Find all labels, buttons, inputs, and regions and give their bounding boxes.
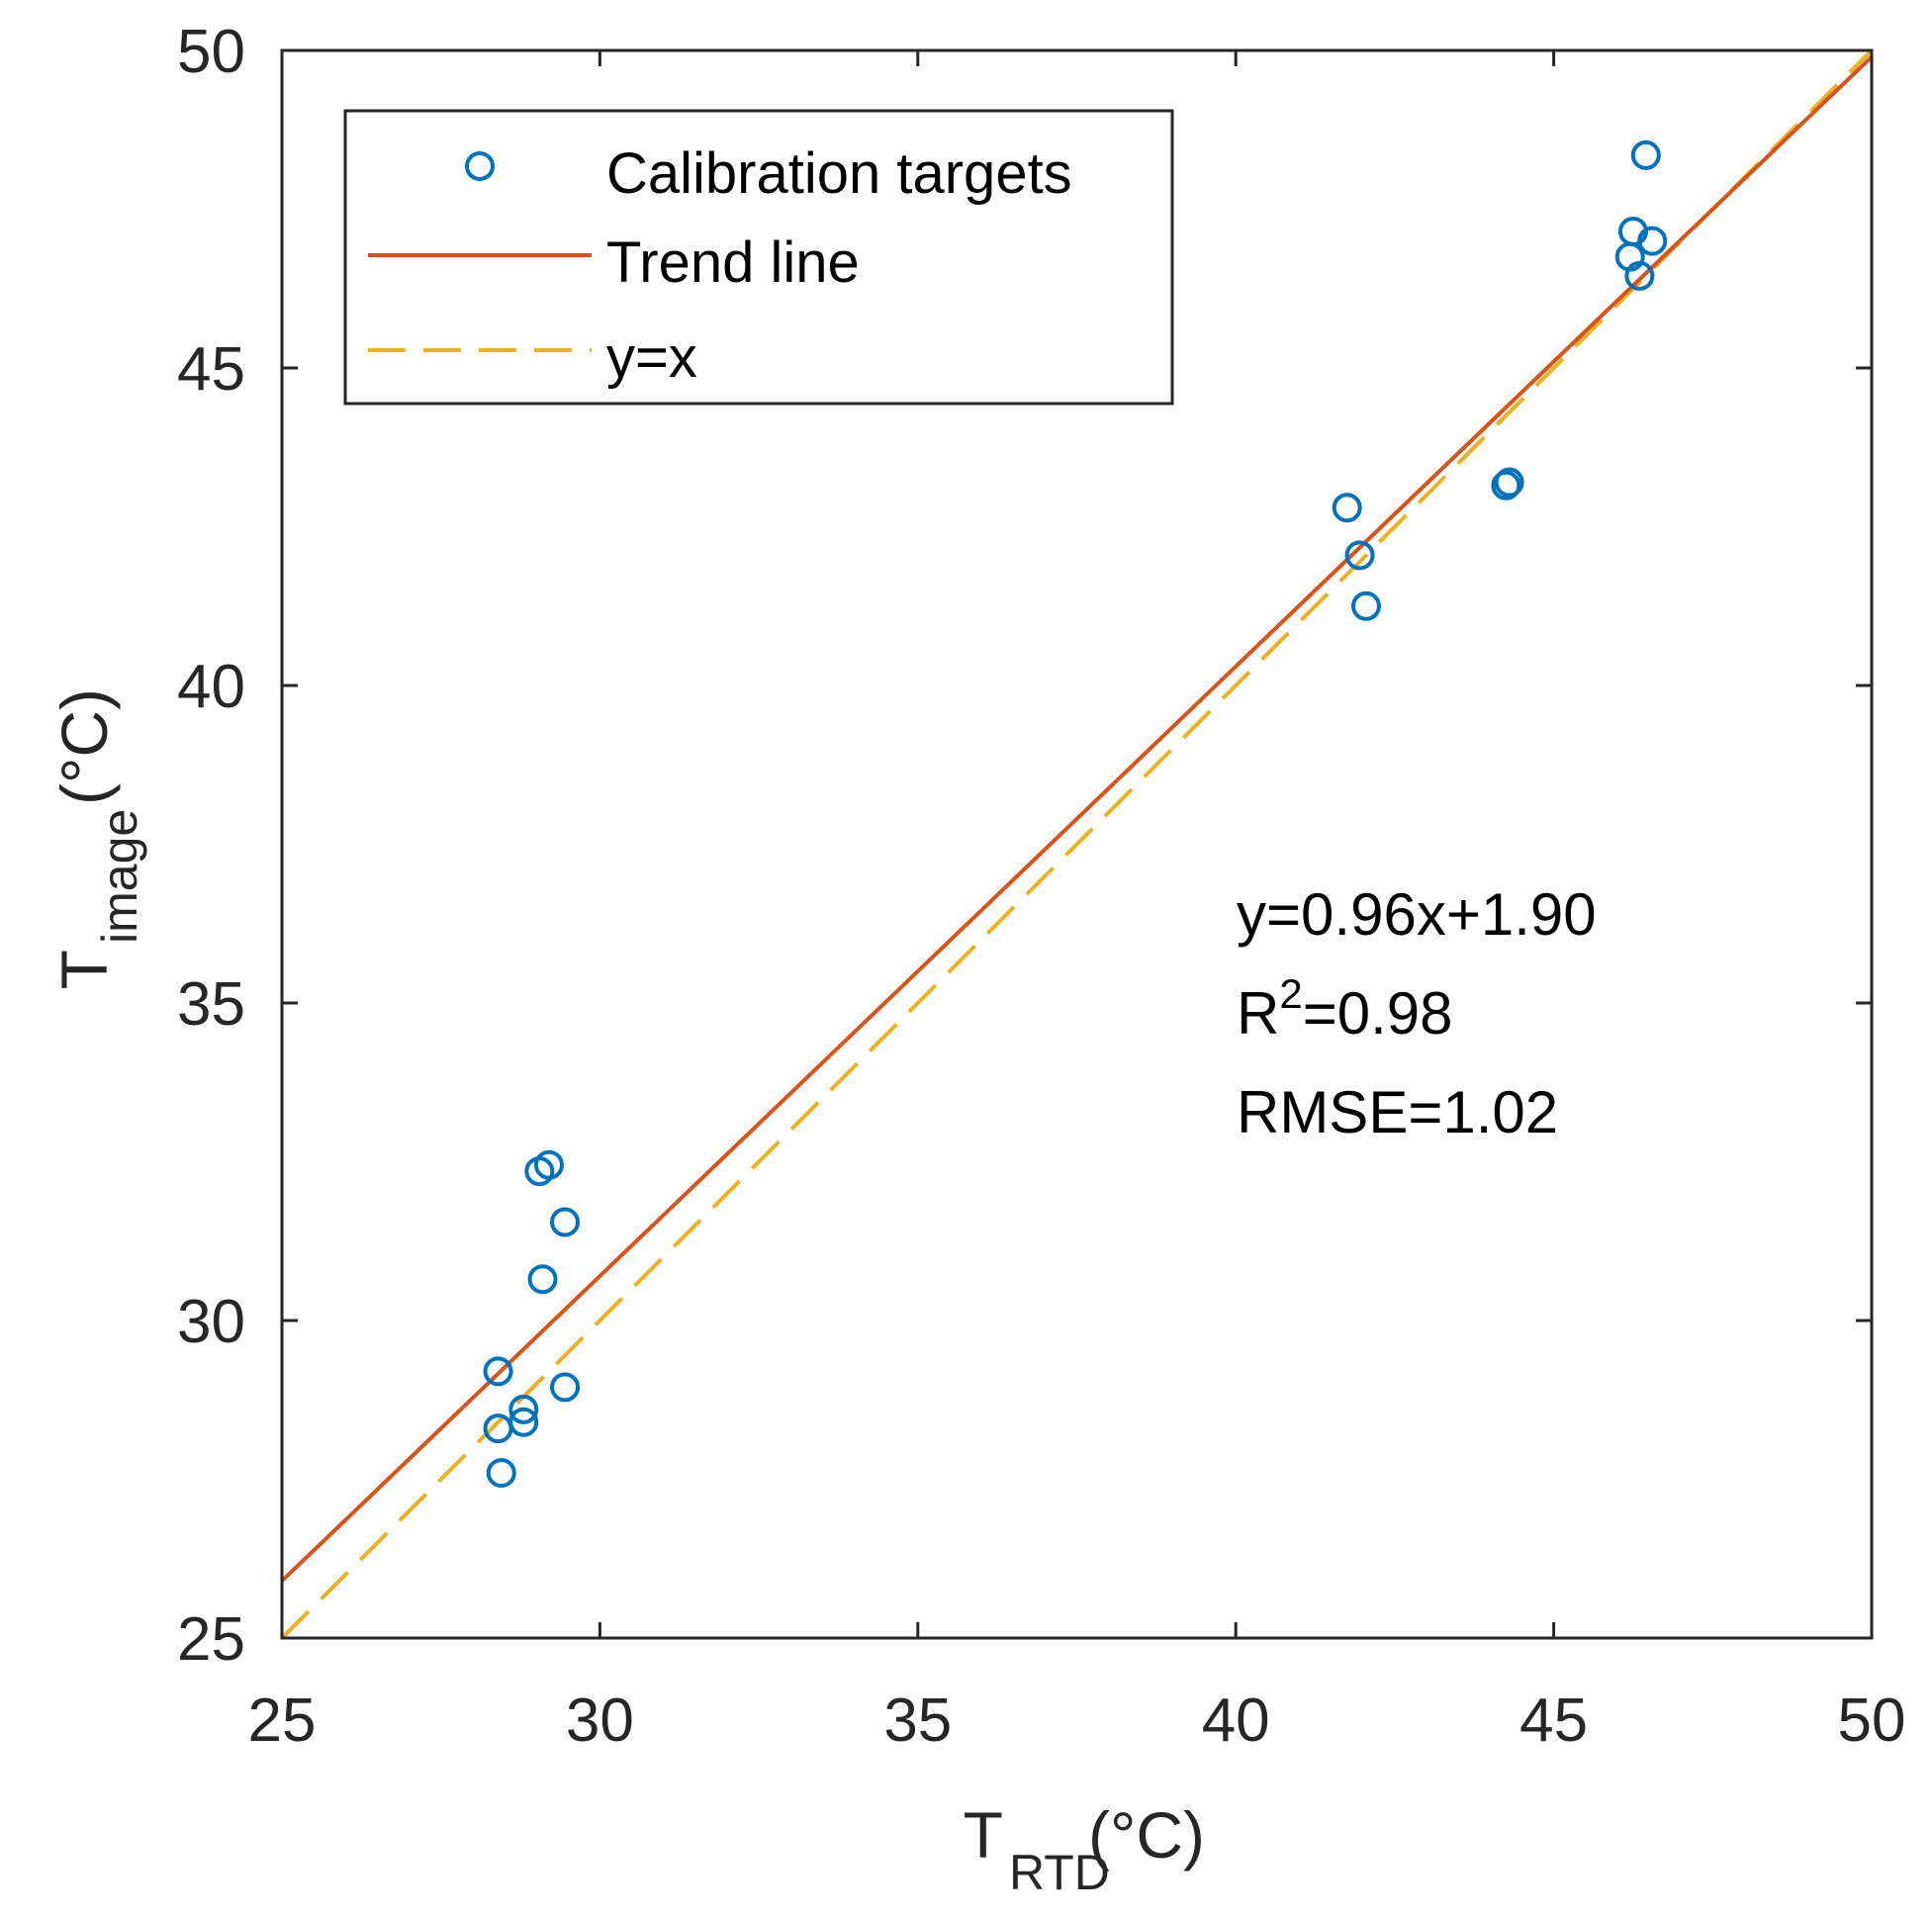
r-squared: R2=0.98 — [1237, 970, 1453, 1047]
x-axis-title-main: T — [964, 1798, 1003, 1871]
axis-ticks: 25 30 35 40 45 50 25 30 35 40 45 50 — [177, 18, 1905, 1755]
y-tick-label: 45 — [177, 335, 245, 404]
data-point — [1350, 591, 1381, 621]
identity-line — [280, 48, 1874, 1640]
data-point — [1637, 226, 1668, 256]
plot-area — [280, 48, 1874, 1640]
data-point — [533, 1149, 564, 1180]
legend-marker-calibration — [465, 151, 495, 181]
data-point — [527, 1264, 558, 1295]
y-tick-label: 40 — [177, 653, 245, 721]
fit-statistics: y=0.96x+1.90 R2=0.98 RMSE=1.02 — [1237, 881, 1597, 1145]
x-tick-label: 35 — [883, 1687, 952, 1755]
x-tick-label: 45 — [1519, 1687, 1588, 1755]
legend-label-trend: Trend line — [606, 230, 860, 295]
y-tick-label: 25 — [177, 1605, 245, 1674]
legend-label-calibration: Calibration targets — [606, 141, 1072, 206]
x-axis-title-subscript: RTD — [1009, 1845, 1110, 1900]
y-tick-label: 30 — [177, 1288, 245, 1356]
data-point — [508, 1407, 539, 1437]
y-tick-label: 50 — [177, 18, 245, 86]
x-tick-label: 30 — [566, 1687, 634, 1755]
y-tick-label: 35 — [177, 970, 245, 1039]
r-squared-superscript: 2 — [1279, 970, 1302, 1017]
x-axis-title-unit: (°C) — [1088, 1798, 1205, 1871]
x-tick-label: 25 — [248, 1687, 317, 1755]
legend-label-identity: y=x — [606, 325, 697, 390]
data-point — [1630, 139, 1661, 170]
x-tick-label: 40 — [1202, 1687, 1270, 1755]
r-squared-value: =0.98 — [1303, 980, 1453, 1047]
data-point — [1344, 540, 1375, 571]
y-axis-title-main: T — [47, 950, 121, 989]
data-point — [1494, 467, 1524, 498]
r-squared-prefix: R — [1237, 980, 1279, 1047]
data-point — [1624, 260, 1655, 291]
data-point — [550, 1207, 581, 1237]
data-point — [508, 1394, 539, 1424]
rmse: RMSE=1.02 — [1237, 1079, 1558, 1145]
y-axis-title-subscript: image — [92, 809, 147, 944]
data-point — [486, 1458, 516, 1489]
data-point — [550, 1372, 581, 1403]
trend-line — [280, 54, 1874, 1583]
x-tick-label: 50 — [1838, 1687, 1906, 1755]
y-axis-title: T image (°C) — [47, 688, 147, 989]
data-point — [483, 1356, 513, 1387]
legend: Calibration targets Trend line y=x — [343, 109, 1174, 406]
data-point — [1332, 493, 1362, 523]
axes-frame — [280, 48, 1874, 1640]
y-axis-title-unit: (°C) — [47, 688, 121, 805]
fit-equation: y=0.96x+1.90 — [1237, 881, 1597, 948]
data-point — [1491, 470, 1521, 501]
